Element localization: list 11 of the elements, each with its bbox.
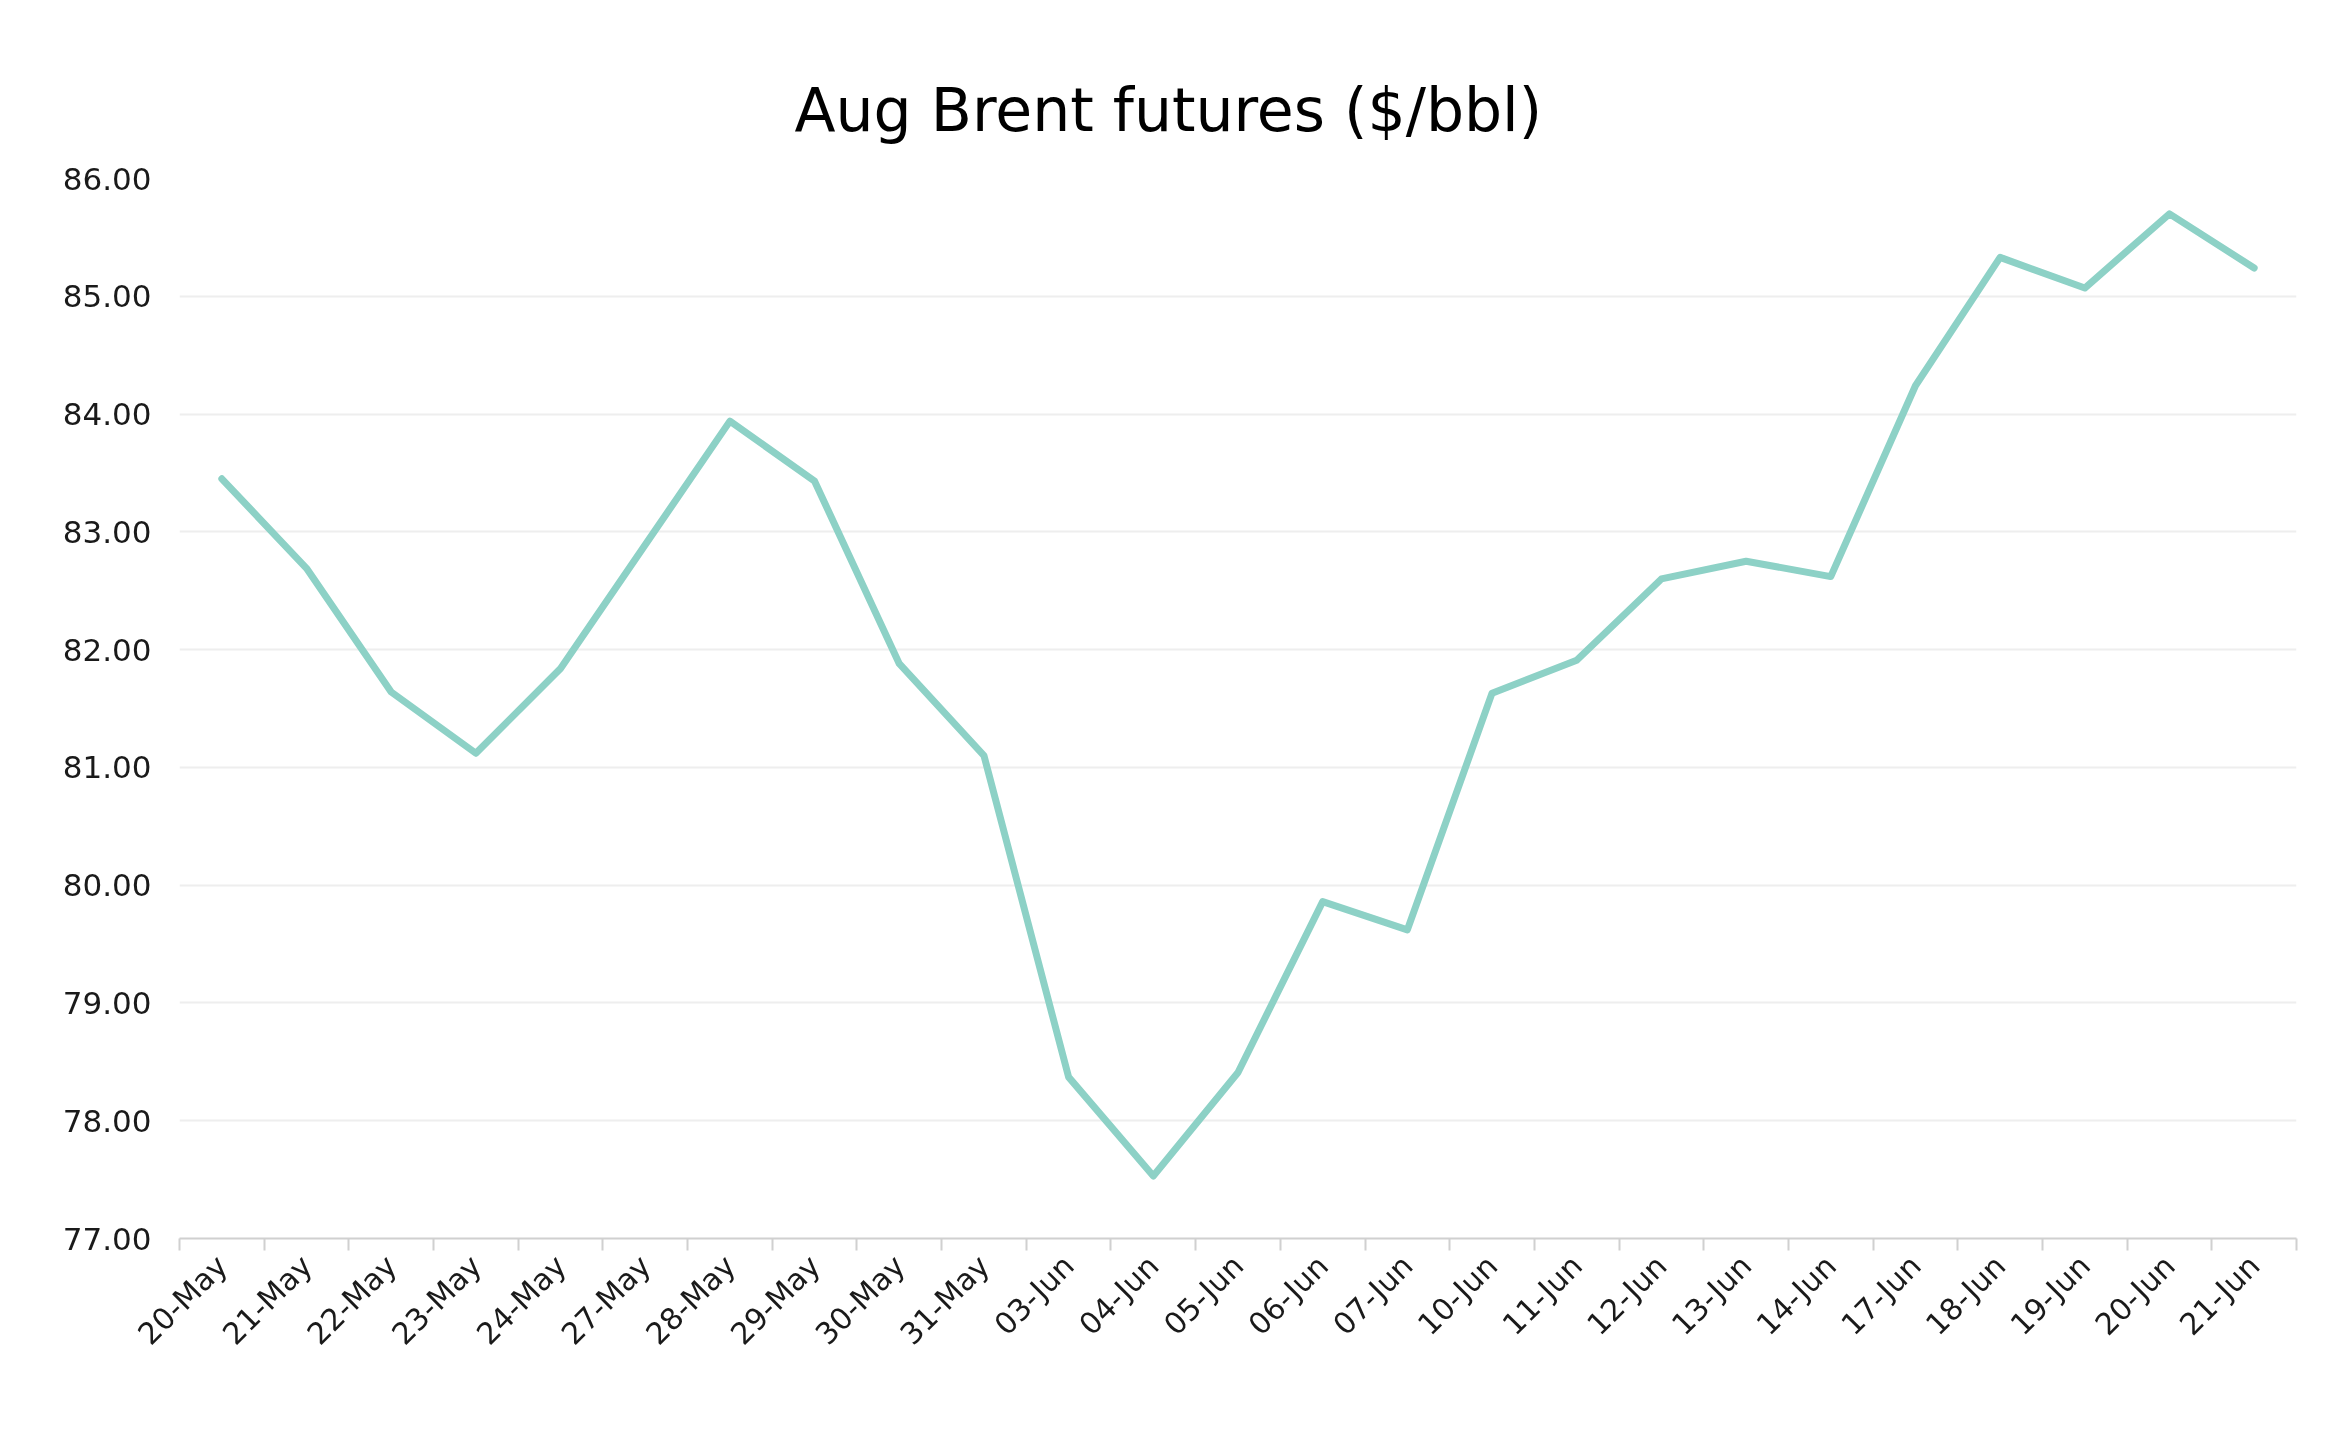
y-tick-label: 84.00 <box>62 396 152 433</box>
y-tick-label: 81.00 <box>62 749 152 786</box>
y-tick-label: 80.00 <box>62 867 152 904</box>
y-tick-label: 86.00 <box>62 160 152 197</box>
y-tick-label: 79.00 <box>62 984 152 1021</box>
y-tick-label: 83.00 <box>62 513 152 550</box>
chart-title: Aug Brent futures ($/bbl) <box>794 74 1543 145</box>
y-tick-label: 82.00 <box>62 631 152 668</box>
y-tick-label: 77.00 <box>62 1220 152 1257</box>
y-tick-label: 78.00 <box>62 1102 152 1139</box>
y-tick-label: 85.00 <box>62 278 152 315</box>
